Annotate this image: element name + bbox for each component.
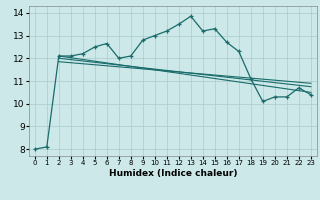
X-axis label: Humidex (Indice chaleur): Humidex (Indice chaleur) <box>108 169 237 178</box>
